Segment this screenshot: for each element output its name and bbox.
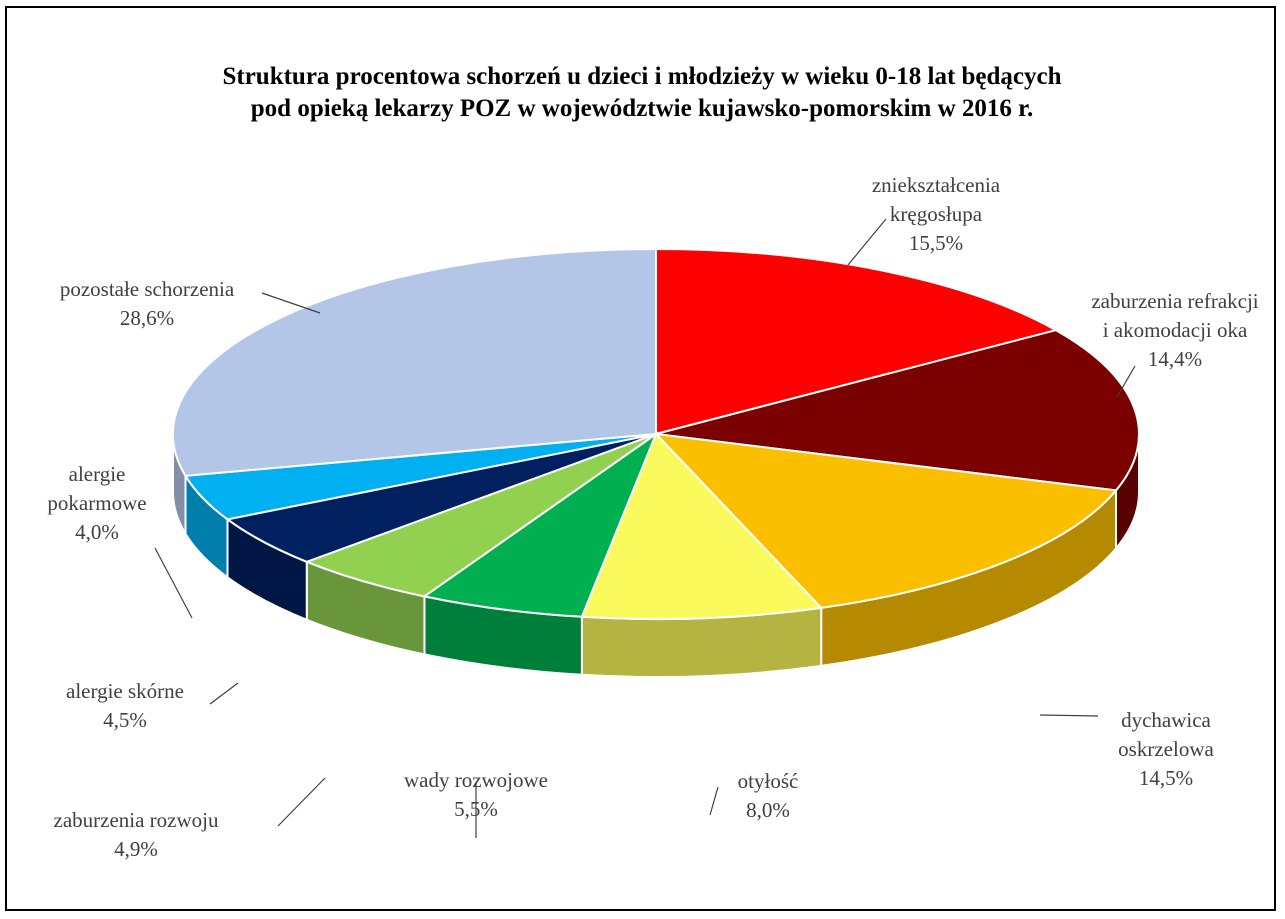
slice-value-label: 4,5% xyxy=(103,708,147,732)
slice-label-0: zniekształcenia kręgosłupa 15,5% xyxy=(872,173,1001,255)
slice-label-4: wady rozwojowe 5,5% xyxy=(404,768,548,821)
slice-name-label: pozostałe schorzenia xyxy=(60,277,235,301)
slice-value-label: 4,9% xyxy=(114,837,158,861)
slice-1 xyxy=(655,329,1140,492)
slice-value-label: 14,4% xyxy=(1148,347,1202,371)
slice-name-label: wady rozwojowe xyxy=(404,768,548,792)
slice-name-label: dychawica xyxy=(1121,708,1211,732)
slice-name-label: alergie skórne xyxy=(66,679,184,703)
leader-line-8 xyxy=(261,292,321,314)
slice-0 xyxy=(655,247,1059,436)
chart-title-line-2: pod opieką lekarzy POZ w województwie ku… xyxy=(251,95,1033,122)
slice-value-label: 15,5% xyxy=(909,231,963,255)
slice-label-6: alergie skórne 4,5% xyxy=(66,679,184,732)
slice-name-label: kręgosłupa xyxy=(890,202,983,226)
leader-line-0 xyxy=(847,218,887,266)
slice-value-label: 14,5% xyxy=(1139,766,1193,790)
slice-name-label: zaburzenia rozwoju xyxy=(54,808,219,832)
slice-label-8: pozostałe schorzenia 28,6% xyxy=(60,277,235,330)
slice-4 xyxy=(421,431,659,618)
chart-title-line-1: Struktura procentowa schorzeń u dzieci i… xyxy=(222,63,1061,90)
leader-line-7 xyxy=(154,547,193,619)
leader-line-3 xyxy=(709,786,719,816)
leader-line-5 xyxy=(277,777,326,827)
leader-line-1 xyxy=(1116,365,1136,398)
slice-label-1: zaburzenia refrakcji i akomodacji oka 14,4… xyxy=(1091,289,1258,371)
slice-2 xyxy=(653,432,1118,609)
slice-8 xyxy=(172,247,657,477)
slice-label-2: dychawica oskrzelowa 14,5% xyxy=(1118,708,1214,790)
slice-3 xyxy=(580,432,824,620)
slice-label-7: alergie pokarmowe 4,0% xyxy=(47,462,146,544)
slice-name-label: oskrzelowa xyxy=(1118,737,1214,761)
leader-line-6 xyxy=(209,682,239,705)
slice-value-label: 4,0% xyxy=(75,520,119,544)
slice-value-label: 8,0% xyxy=(746,798,790,822)
slice-value-label: 5,5% xyxy=(454,797,498,821)
leader-line-2 xyxy=(1039,714,1099,717)
slice-name-label: zaburzenia refrakcji xyxy=(1091,289,1258,313)
slice-name-label: alergie xyxy=(69,462,126,486)
slice-value-label: 28,6% xyxy=(120,306,174,330)
slice-name-label: zniekształcenia xyxy=(872,173,1001,197)
slice-5 xyxy=(303,433,657,598)
slice-name-label: pokarmowe xyxy=(47,491,146,515)
slice-label-3: otyłość 8,0% xyxy=(738,769,799,822)
slice-name-label: i akomodacji oka xyxy=(1103,318,1248,342)
slice-name-label: otyłość xyxy=(738,769,799,793)
slice-label-5: zaburzenia rozwoju 4,9% xyxy=(54,808,219,861)
